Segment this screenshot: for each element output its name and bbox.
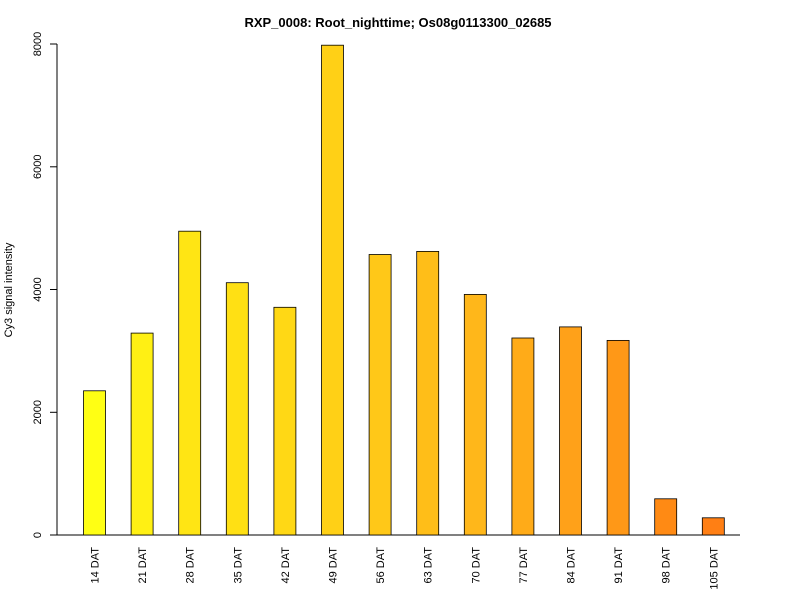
x-tick-label: 105 DAT	[708, 547, 720, 590]
bar-77-dat	[511, 337, 535, 536]
x-tick-label: 63 DAT	[423, 547, 435, 584]
y-tick-label: 4000	[32, 277, 44, 301]
bars-group	[83, 44, 725, 536]
x-tick-label: 77 DAT	[518, 547, 530, 584]
bar-35-dat	[225, 282, 249, 536]
x-tick-label: 49 DAT	[328, 547, 340, 584]
bar-49-dat	[321, 44, 344, 536]
x-tick-label: 70 DAT	[470, 547, 482, 584]
bar-42-dat	[273, 306, 297, 536]
y-tick-label: 8000	[32, 32, 44, 56]
x-tick-label: 98 DAT	[661, 547, 673, 584]
bar-105-dat	[701, 517, 725, 536]
y-tick-label: 6000	[32, 155, 44, 179]
bar-98-dat	[654, 498, 678, 536]
bar-84-dat	[559, 326, 582, 536]
x-tick-label: 14 DAT	[90, 547, 102, 584]
bar-63-dat	[416, 250, 440, 536]
x-tick-label: 28 DAT	[185, 547, 197, 584]
chart-title: RXP_0008: Root_nighttime; Os08g0113300_0…	[244, 15, 551, 30]
x-tick-label: 21 DAT	[137, 547, 149, 584]
x-tick-label: 91 DAT	[613, 547, 625, 584]
x-tick-label: 84 DAT	[566, 547, 578, 584]
bar-91-dat	[606, 339, 630, 536]
x-tick-label: 56 DAT	[375, 547, 387, 584]
bar-21-dat	[130, 332, 154, 536]
bar-56-dat	[368, 254, 392, 536]
x-tick-label: 42 DAT	[280, 547, 292, 584]
y-ticks-group: 0 2000 4000 6000 8000	[32, 32, 57, 538]
bar-70-dat	[463, 293, 487, 536]
bar-14-dat	[83, 390, 106, 536]
bar-28-dat	[178, 230, 202, 536]
y-tick-label: 0	[32, 532, 44, 538]
x-tick-label: 35 DAT	[232, 547, 244, 584]
x-labels-group: 14 DAT 21 DAT 28 DAT 35 DAT 42 DAT 49 DAT 56 D…	[90, 547, 721, 590]
y-tick-label: 2000	[32, 400, 44, 424]
y-axis-label: Cy3 signal intensity	[3, 242, 15, 337]
